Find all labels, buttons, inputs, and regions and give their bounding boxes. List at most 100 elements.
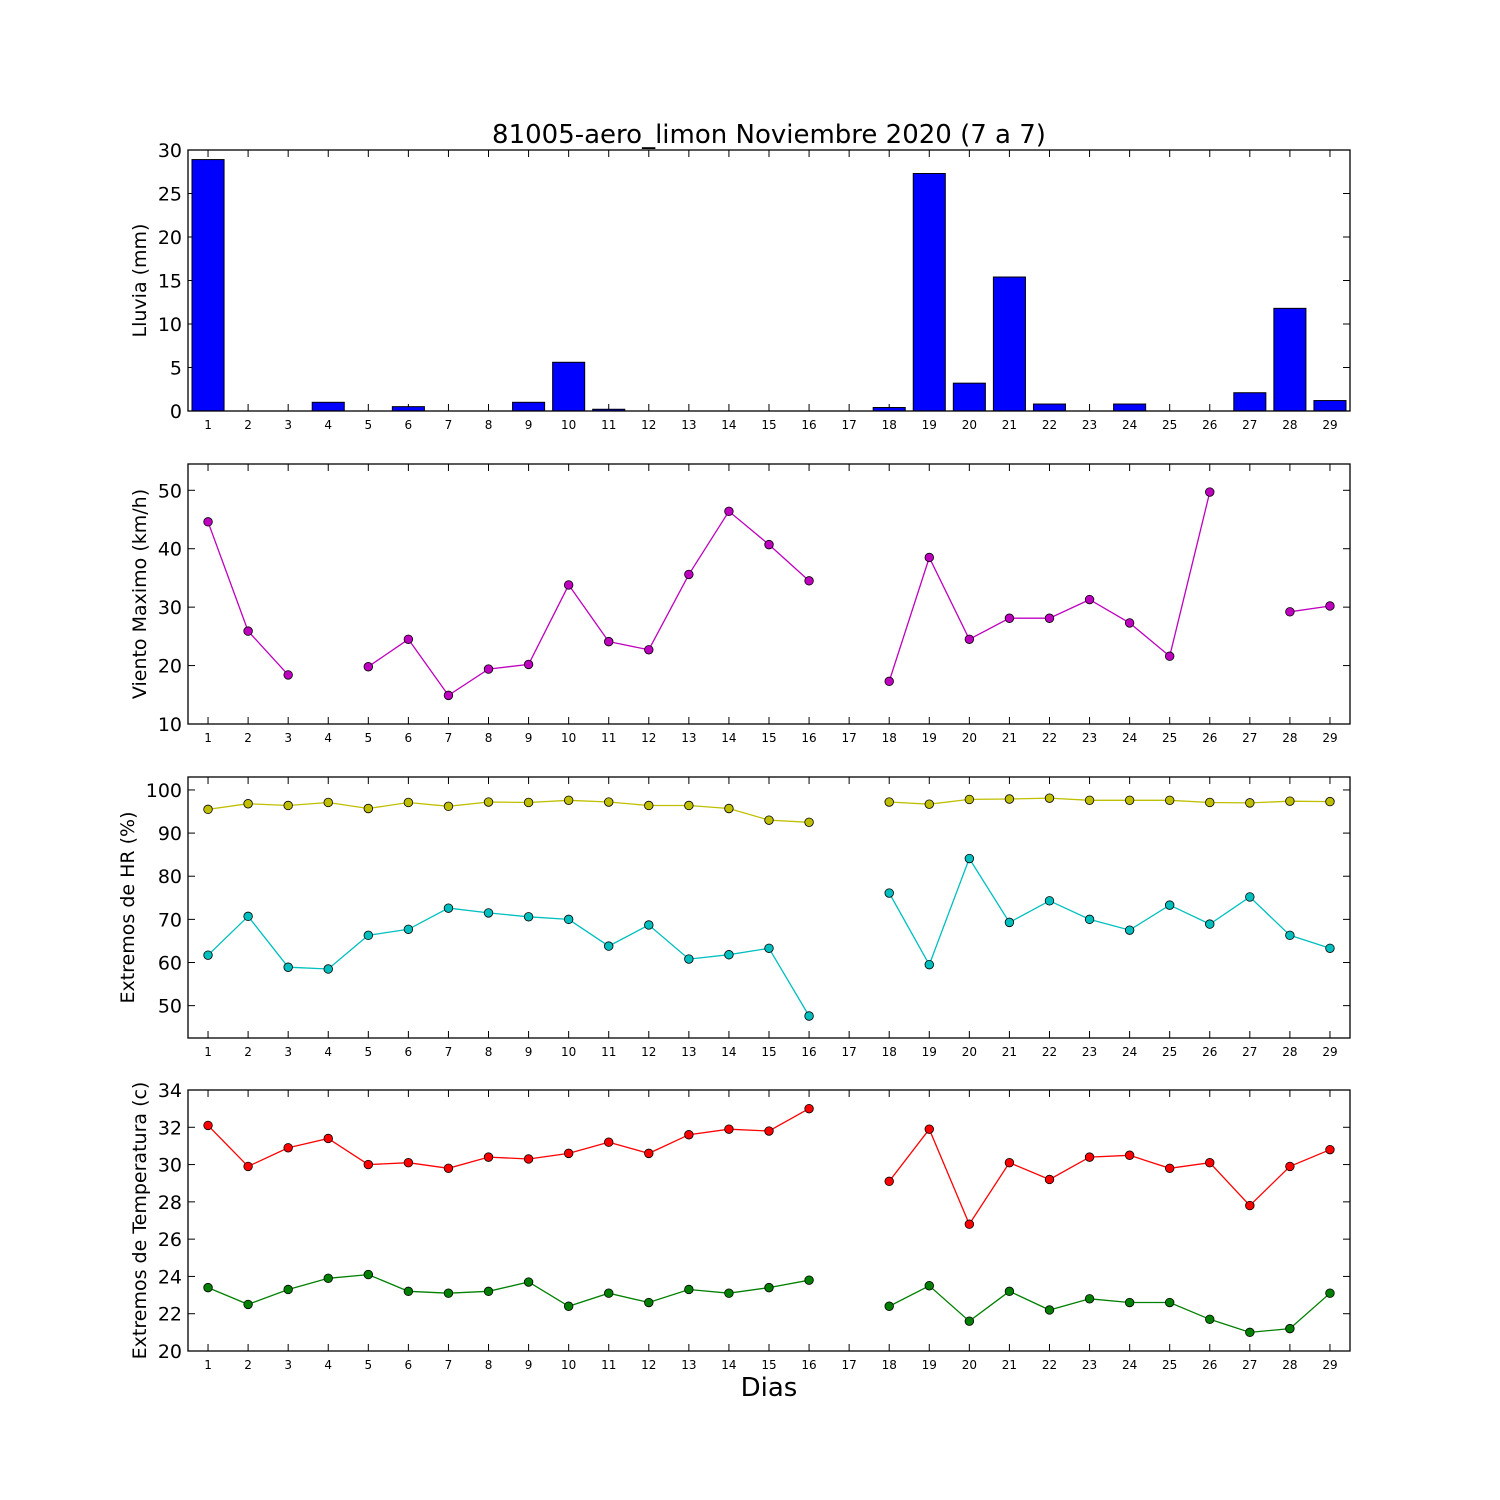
x-tick-label: 19 [922, 1045, 937, 1059]
series-point-2 [563, 914, 574, 925]
series-point-1 [323, 1133, 333, 1144]
series-point-1 [684, 1130, 694, 1140]
x-tick-label: 11 [601, 731, 616, 745]
series-point-1 [1044, 613, 1055, 623]
series-point-2 [684, 1284, 694, 1295]
x-tick-label: 21 [1002, 731, 1017, 745]
series-point-2 [964, 853, 975, 864]
x-tick-label: 29 [1322, 418, 1337, 432]
x-tick-label: 1 [204, 1358, 212, 1372]
y-tick-label: 26 [158, 1229, 182, 1251]
x-tick-label: 7 [445, 1358, 453, 1372]
series-point-2 [724, 950, 734, 960]
series-point-2 [443, 903, 454, 913]
series-point-2 [1325, 943, 1335, 953]
x-tick-label: 15 [761, 1045, 776, 1059]
series-point-1 [1124, 795, 1135, 805]
series-point-2 [1245, 892, 1255, 902]
series-line-1 [889, 797, 1331, 805]
series-point-1 [1004, 613, 1015, 623]
series-point-1 [1164, 795, 1175, 805]
series-point-1 [1124, 618, 1135, 628]
series-point-2 [804, 1275, 814, 1285]
x-tick-label: 22 [1042, 418, 1057, 432]
x-tick-label: 14 [721, 731, 736, 745]
x-tick-label: 4 [324, 1358, 332, 1372]
series-point-2 [924, 1281, 934, 1291]
series-point-1 [403, 634, 414, 644]
x-tick-label: 14 [721, 1045, 736, 1059]
x-tick-label: 29 [1322, 1045, 1337, 1059]
series-point-1 [403, 1158, 414, 1168]
x-tick-label: 21 [1002, 1045, 1017, 1059]
rain-bar [912, 172, 946, 412]
series-point-2 [764, 1282, 774, 1293]
series-line-2 [207, 907, 810, 1017]
y-tick-label: 0 [170, 401, 182, 423]
x-tick-label: 9 [525, 1045, 533, 1059]
x-tick-label: 10 [561, 1045, 576, 1059]
series-point-1 [1245, 798, 1255, 808]
y-tick-label: 32 [158, 1117, 182, 1139]
series-point-1 [1084, 795, 1095, 805]
x-tick-label: 23 [1082, 418, 1097, 432]
rain-bar [952, 382, 986, 412]
series-point-2 [1004, 1286, 1015, 1297]
series-point-1 [1004, 1158, 1015, 1168]
x-tick-label: 4 [324, 418, 332, 432]
series-point-1 [924, 552, 934, 563]
series-point-2 [1285, 930, 1295, 941]
series-point-1 [443, 1163, 454, 1174]
x-tick-label: 22 [1042, 1045, 1057, 1059]
series-point-1 [563, 795, 574, 805]
series-point-2 [243, 911, 253, 922]
y-tick-label: 28 [158, 1192, 182, 1214]
x-tick-label: 3 [284, 1045, 292, 1059]
x-tick-label: 29 [1322, 1358, 1337, 1372]
series-point-2 [1124, 1297, 1135, 1308]
series-point-2 [644, 920, 654, 930]
x-tick-label: 25 [1162, 418, 1177, 432]
x-tick-label: 23 [1082, 731, 1097, 745]
x-tick-label: 10 [561, 1358, 576, 1372]
series-point-2 [203, 1282, 213, 1293]
x-tick-label: 2 [244, 731, 252, 745]
series-point-1 [1004, 794, 1015, 804]
series-point-1 [283, 1143, 293, 1153]
x-tick-label: 6 [405, 731, 413, 745]
series-point-1 [243, 799, 253, 809]
x-tick-label: 28 [1282, 418, 1297, 432]
series-point-1 [804, 1103, 814, 1114]
x-tick-label: 8 [485, 731, 493, 745]
series-point-1 [764, 539, 774, 550]
x-tick-label: 25 [1162, 1045, 1177, 1059]
series-point-2 [1044, 1305, 1055, 1315]
rain-bar [992, 276, 1026, 412]
series-point-1 [764, 815, 774, 825]
y-axis-label: Lluvia (mm) [129, 224, 151, 338]
series-point-2 [724, 1288, 734, 1298]
x-tick-label: 2 [244, 418, 252, 432]
series-point-1 [1325, 1144, 1335, 1155]
series-line-2 [888, 1285, 1331, 1334]
x-tick-label: 18 [882, 1045, 897, 1059]
x-tick-label: 14 [721, 1358, 736, 1372]
rain-bar [191, 159, 225, 412]
series-point-2 [1044, 896, 1055, 906]
x-tick-label: 17 [841, 418, 856, 432]
x-tick-label: 20 [962, 418, 977, 432]
x-tick-label: 26 [1202, 1358, 1217, 1372]
x-tick-label: 27 [1242, 1358, 1257, 1372]
series-point-1 [1164, 651, 1175, 661]
x-tick-label: 10 [561, 418, 576, 432]
y-tick-label: 30 [158, 140, 182, 162]
series-point-2 [1205, 1314, 1215, 1325]
x-tick-label: 9 [525, 1358, 533, 1372]
x-tick-label: 24 [1122, 1358, 1137, 1372]
x-tick-label: 9 [525, 418, 533, 432]
series-line-1 [1289, 605, 1331, 613]
